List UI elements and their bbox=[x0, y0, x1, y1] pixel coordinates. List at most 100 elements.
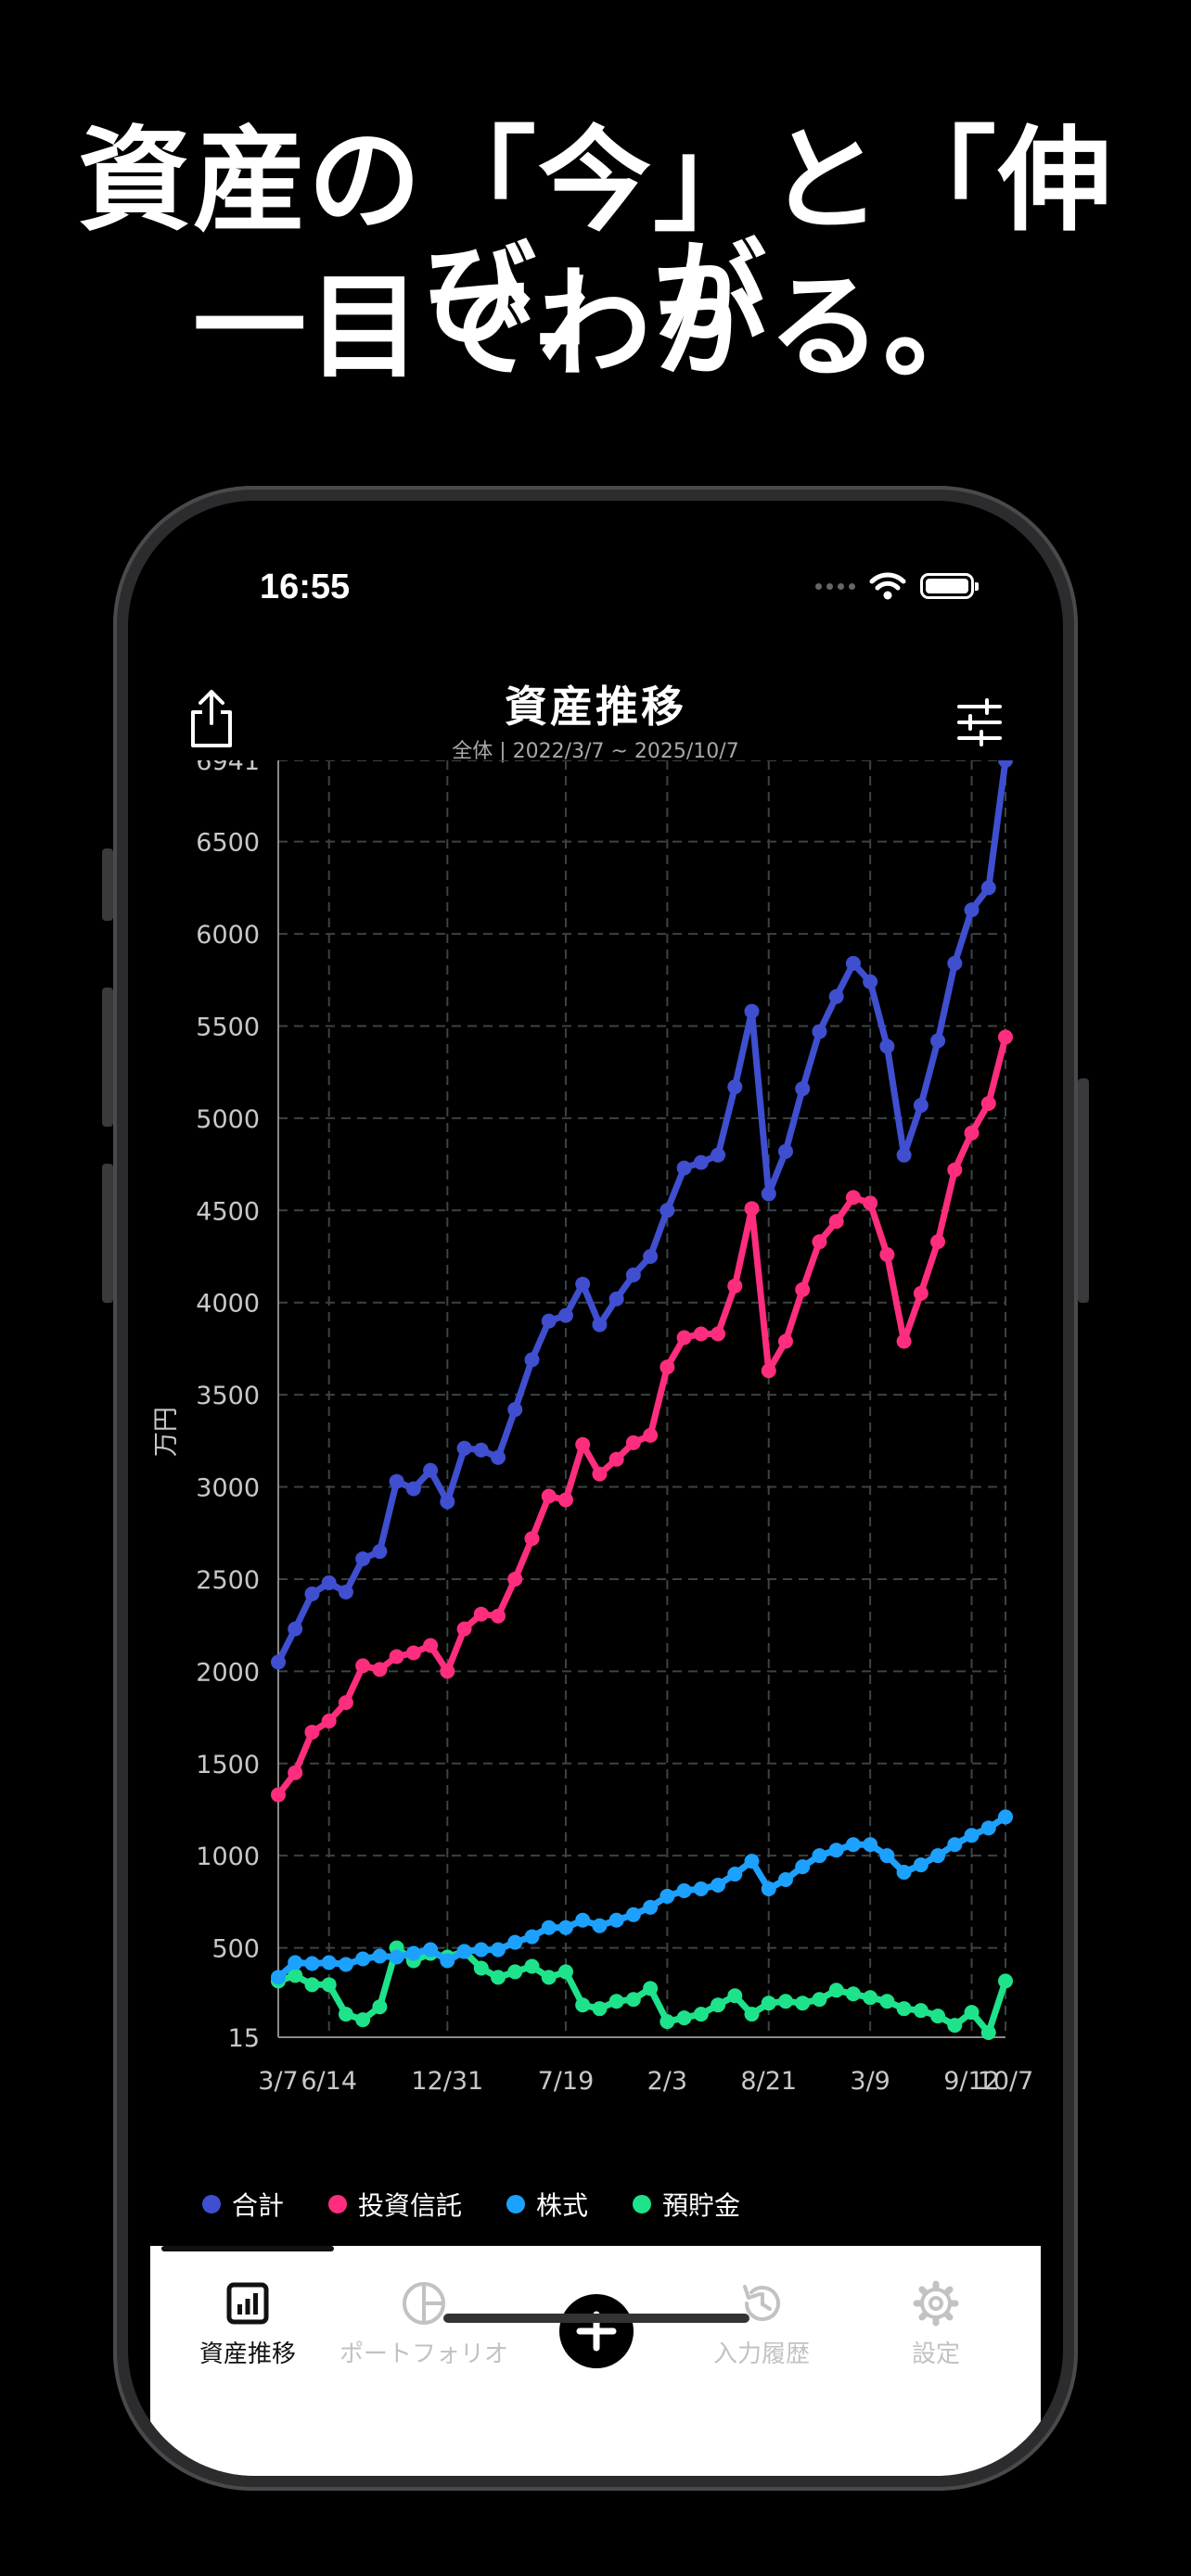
data-point bbox=[828, 1214, 844, 1230]
data-point bbox=[896, 1865, 912, 1881]
data-point bbox=[761, 1996, 776, 2011]
status-icons bbox=[815, 569, 979, 603]
data-point bbox=[355, 1658, 371, 1674]
data-point bbox=[964, 1828, 980, 1843]
data-point bbox=[863, 1837, 878, 1853]
data-point bbox=[676, 1160, 692, 1176]
data-point bbox=[473, 1960, 489, 1976]
data-point bbox=[456, 1440, 472, 1456]
data-point bbox=[541, 1919, 557, 1935]
data-point bbox=[608, 1912, 624, 1928]
share-icon[interactable] bbox=[186, 686, 237, 751]
data-point bbox=[541, 1488, 557, 1504]
tab-portfolio[interactable]: ポートフォリオ bbox=[336, 2268, 512, 2379]
data-point bbox=[524, 1531, 540, 1547]
data-point bbox=[541, 1970, 557, 1985]
data-point bbox=[930, 1033, 946, 1049]
data-point bbox=[491, 1449, 506, 1465]
tab-label: ポートフォリオ bbox=[339, 2340, 508, 2368]
data-point bbox=[863, 1990, 878, 2006]
data-point bbox=[338, 1695, 353, 1711]
chart-legend: 合計 投資信託 株式 預貯金 bbox=[202, 2186, 740, 2223]
add-icon bbox=[576, 2311, 617, 2352]
data-point bbox=[879, 1039, 895, 1054]
tab-label: 入力履歴 bbox=[712, 2340, 810, 2368]
phone-volume-down bbox=[102, 1164, 113, 1303]
series-line bbox=[275, 1033, 1009, 1799]
y-tick-label: 3000 bbox=[196, 1474, 260, 1503]
data-point bbox=[355, 1551, 371, 1567]
legend-dot bbox=[633, 2195, 652, 2213]
pie-icon bbox=[403, 2282, 445, 2325]
data-point bbox=[524, 1958, 540, 1974]
legend-label: 株式 bbox=[536, 2190, 589, 2221]
data-point bbox=[440, 1494, 455, 1510]
data-point bbox=[711, 1147, 726, 1163]
legend-item-total: 合計 bbox=[202, 2186, 284, 2223]
x-tick-label: 8/21 bbox=[740, 2067, 797, 2096]
add-entry-button[interactable] bbox=[559, 2294, 634, 2368]
data-point bbox=[693, 1326, 709, 1342]
data-point bbox=[947, 1162, 963, 1178]
y-tick-label: 6941 bbox=[196, 760, 260, 776]
tab-bar: 資産推移 ポートフォリオ 入力履歴 bbox=[150, 2246, 1041, 2476]
data-point bbox=[845, 1190, 861, 1205]
data-point bbox=[812, 1024, 827, 1039]
data-point bbox=[592, 2001, 608, 2017]
data-point bbox=[625, 1906, 641, 1922]
data-point bbox=[727, 1867, 743, 1882]
data-point bbox=[777, 1333, 793, 1349]
phone-volume-up bbox=[102, 988, 113, 1127]
tab-settings[interactable]: 設定 bbox=[848, 2268, 1024, 2379]
data-point bbox=[980, 1095, 996, 1111]
data-point bbox=[355, 2012, 371, 2028]
legend-item-funds: 投資信託 bbox=[328, 2186, 462, 2223]
data-point bbox=[473, 1606, 489, 1622]
tab-input-history[interactable]: 入力履歴 bbox=[673, 2268, 850, 2379]
data-point bbox=[304, 1977, 320, 1993]
data-point bbox=[271, 1787, 286, 1803]
filter-sliders-icon[interactable] bbox=[954, 697, 1005, 747]
data-point bbox=[863, 1195, 878, 1211]
data-point bbox=[845, 1986, 861, 2002]
series-line bbox=[275, 1813, 1009, 1981]
data-point bbox=[964, 902, 980, 918]
data-point bbox=[947, 2018, 963, 2034]
x-tick-label: 3/9 bbox=[850, 2067, 890, 2096]
data-point bbox=[575, 1912, 591, 1928]
asset-trend-chart[interactable]: 6941 6500 6000 5500 5000 4500 4000 3500 3000 2500… bbox=[128, 760, 1063, 2170]
data-point bbox=[913, 2003, 928, 2019]
data-point bbox=[693, 1154, 709, 1170]
data-point bbox=[321, 1977, 337, 1993]
data-point bbox=[947, 955, 963, 971]
y-tick-label: 2000 bbox=[196, 1658, 260, 1687]
data-point bbox=[964, 1125, 980, 1141]
data-point bbox=[777, 1994, 793, 2009]
data-point bbox=[491, 1970, 506, 1985]
legend-dot bbox=[202, 2195, 221, 2213]
data-point bbox=[777, 1872, 793, 1888]
data-point bbox=[744, 2007, 760, 2022]
data-point bbox=[575, 1276, 591, 1292]
data-point bbox=[304, 1586, 320, 1601]
data-point bbox=[879, 1247, 895, 1263]
data-point bbox=[625, 1435, 641, 1450]
data-point bbox=[761, 1363, 776, 1379]
x-tick-label: 6/14 bbox=[301, 2067, 357, 2096]
wifi-icon bbox=[869, 572, 906, 600]
data-point bbox=[676, 1882, 692, 1898]
legend-label: 合計 bbox=[232, 2190, 285, 2221]
data-point bbox=[608, 1994, 624, 2009]
y-tick-label: 5500 bbox=[196, 1013, 260, 1041]
data-point bbox=[795, 1996, 811, 2011]
x-tick-label: 9/12 bbox=[943, 2067, 1000, 2096]
data-point bbox=[930, 1848, 946, 1864]
data-point bbox=[440, 1953, 455, 1969]
data-point bbox=[321, 1714, 337, 1729]
data-point bbox=[625, 1267, 641, 1282]
data-point bbox=[288, 1765, 303, 1780]
y-tick-label: 6000 bbox=[196, 921, 260, 950]
data-point bbox=[812, 1992, 827, 2008]
tab-asset-trend[interactable]: 資産推移 bbox=[160, 2268, 336, 2379]
data-point bbox=[372, 1662, 388, 1677]
